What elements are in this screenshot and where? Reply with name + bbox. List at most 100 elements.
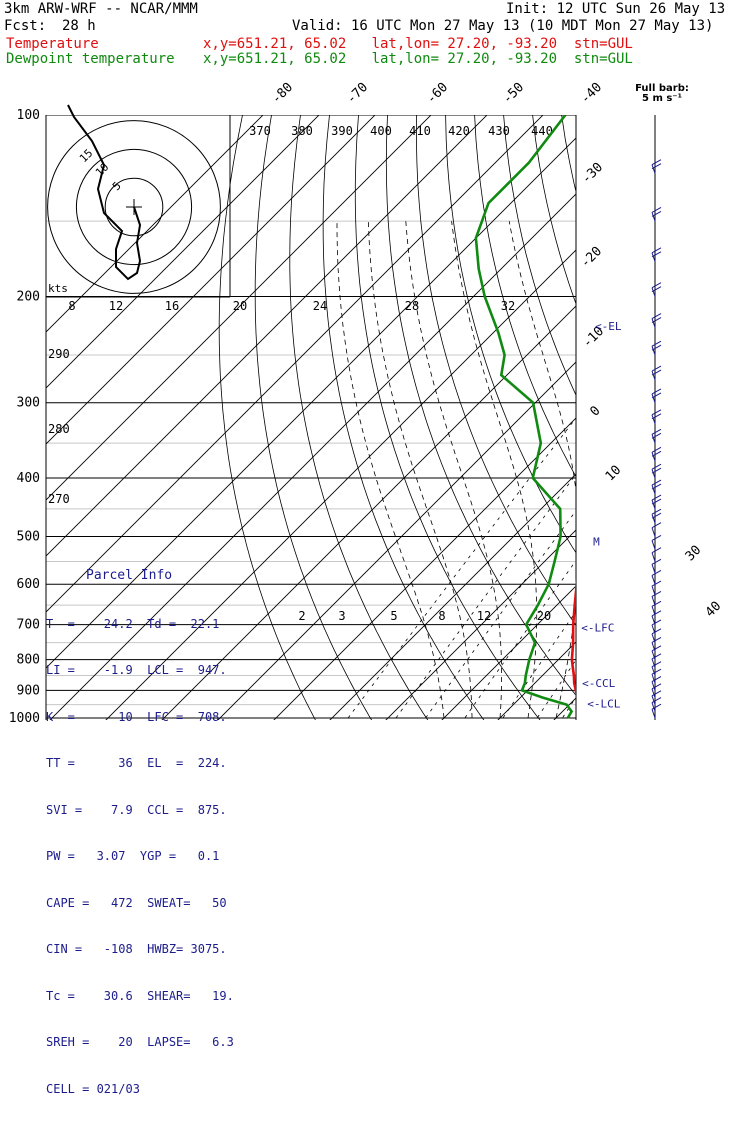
pressure-label: 700 bbox=[17, 618, 40, 633]
wind-barb-flag bbox=[651, 483, 662, 490]
dry-adiabat bbox=[322, 115, 485, 720]
wind-barb bbox=[651, 690, 662, 705]
wind-barb-staff bbox=[651, 452, 656, 462]
wind-barb-staff bbox=[651, 681, 656, 691]
theta-label: 400 bbox=[370, 124, 392, 138]
isotherm bbox=[46, 115, 376, 445]
parcel-row: TT = 36 EL = 224. bbox=[46, 756, 227, 770]
wind-barb-staff bbox=[651, 575, 656, 585]
theta-label: 440 bbox=[531, 124, 553, 138]
pressure-label: 900 bbox=[17, 683, 40, 698]
wind-barb-staff bbox=[651, 688, 656, 698]
wind-barb-flag bbox=[651, 344, 662, 351]
wind-barb bbox=[651, 653, 662, 668]
theta-label: 430 bbox=[488, 124, 510, 138]
wind-barb-staff bbox=[651, 650, 656, 660]
wind-barb-flag bbox=[651, 697, 662, 704]
wind-barb-staff bbox=[651, 345, 656, 356]
isotherm bbox=[599, 102, 740, 731]
wind-barb-flag bbox=[651, 494, 662, 501]
dewpoint-legend: Dewpoint temperature bbox=[6, 51, 175, 67]
wind-barb-staff bbox=[651, 615, 656, 625]
level-markers: <-EL <-LFC <-CCL <-LCL M bbox=[581, 320, 622, 711]
wind-barb-flag bbox=[651, 159, 662, 166]
wind-barb-staff bbox=[651, 666, 656, 676]
wind-barb bbox=[651, 600, 662, 616]
wind-barb-flag bbox=[651, 388, 662, 395]
isotherm bbox=[655, 102, 740, 731]
pressure-label: 400 bbox=[17, 471, 40, 486]
dry-adiabat bbox=[591, 115, 740, 731]
wind-barb-flag bbox=[651, 340, 662, 347]
wind-barb bbox=[651, 206, 662, 222]
dry-adiabat bbox=[218, 115, 316, 720]
wind-barb-staff bbox=[651, 414, 656, 424]
isotherm bbox=[329, 473, 576, 720]
wind-barb-flag bbox=[651, 653, 662, 660]
mixing-ratio-label: 20 bbox=[537, 609, 551, 623]
wind-barb bbox=[651, 645, 662, 660]
mixing-ratio-line bbox=[462, 559, 576, 720]
wind-barb bbox=[651, 661, 662, 676]
pressure-label: 200 bbox=[17, 290, 40, 305]
wind-barb bbox=[651, 580, 662, 596]
mixing-ratio-line bbox=[560, 696, 576, 720]
isotherm-label: -70 bbox=[344, 80, 371, 107]
mixing-ratio-line bbox=[501, 610, 576, 720]
temperature-info: x,y=651.21, 65.02 lat,lon= 27.20, -93.20… bbox=[203, 36, 633, 52]
parcel-row: SVI = 7.9 CCL = 875. bbox=[46, 802, 227, 817]
temperature-profile bbox=[570, 578, 576, 697]
level-marker-label: <-LFC bbox=[581, 622, 614, 635]
pressure-label: 800 bbox=[17, 653, 40, 668]
wind-barb-flag bbox=[651, 446, 662, 453]
wind-barb bbox=[651, 340, 662, 356]
hodograph-unit-label: kts bbox=[48, 282, 68, 295]
wind-barb-flag bbox=[651, 251, 662, 258]
parcel-row: PW = 3.07 YGP = 0.1 bbox=[46, 849, 220, 863]
mixing-ratio-label: 12 bbox=[109, 299, 123, 313]
wind-barb-flag bbox=[651, 590, 662, 597]
wind-barb-flag bbox=[651, 690, 662, 697]
dry-adiabat bbox=[561, 115, 576, 194]
sounding-profiles bbox=[474, 115, 576, 719]
dry-adiabat bbox=[445, 115, 576, 554]
wind-barb bbox=[651, 479, 662, 495]
init-time: Init: 12 UTC Sun 26 May 13 bbox=[506, 1, 726, 17]
mixing-ratio-line bbox=[591, 297, 740, 731]
wind-barb-flag bbox=[651, 317, 662, 324]
wind-barb-flag bbox=[651, 668, 662, 675]
wind-barb-flag bbox=[651, 498, 662, 505]
forecast-label: Fcst: bbox=[4, 18, 47, 34]
pressure-label: 300 bbox=[17, 396, 40, 411]
hodograph-ring bbox=[75, 148, 193, 266]
dewpoint-profile bbox=[474, 115, 574, 719]
parcel-row: CELL = 021/03 bbox=[46, 1081, 140, 1096]
parcel-info-box: Parcel Info T = 24.2 Td = 22.1 LI = -1.9… bbox=[46, 537, 243, 1128]
wind-barb-flag bbox=[651, 432, 662, 439]
isotherm-label: -20 bbox=[578, 244, 605, 271]
parcel-row: Tc = 30.6 SHEAR= 19. bbox=[46, 988, 234, 1003]
wind-barb bbox=[651, 590, 662, 606]
wind-barb-staff bbox=[651, 252, 656, 262]
dry-adiabat bbox=[415, 115, 576, 626]
wind-barb-flag bbox=[651, 535, 662, 541]
wind-barb-flag bbox=[651, 522, 662, 529]
wind-barb bbox=[651, 282, 662, 297]
moist-adiabat bbox=[451, 221, 538, 719]
isotherm bbox=[385, 529, 576, 720]
wind-barb-flag bbox=[651, 206, 662, 213]
wind-barb-staff bbox=[651, 514, 656, 524]
isotherm-label: -30 bbox=[579, 160, 606, 187]
wind-barb-staff bbox=[651, 564, 656, 574]
wind-barb-staff bbox=[651, 674, 656, 684]
isotherm bbox=[105, 249, 576, 720]
mixing-ratio-label: 5 bbox=[390, 609, 397, 623]
wind-barb-flag bbox=[651, 450, 662, 457]
wind-barb-staff bbox=[651, 164, 656, 174]
wind-barb-staff bbox=[651, 633, 656, 643]
mixing-ratio-label: 2 bbox=[298, 609, 305, 623]
wind-barb-staff bbox=[651, 540, 656, 550]
wind-barb-staff bbox=[651, 484, 656, 495]
wind-barb bbox=[651, 428, 662, 444]
isotherm bbox=[441, 585, 576, 720]
